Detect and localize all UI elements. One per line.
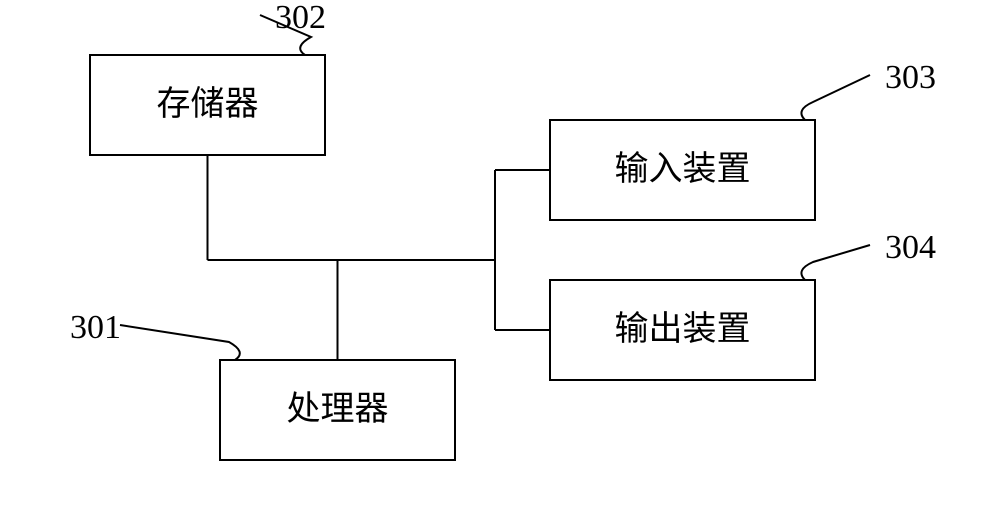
block-diagram: 存储器 输入装置 输出装置 处理器 302 303 304 301 — [0, 0, 1000, 507]
connectors — [208, 155, 551, 360]
number-304: 304 — [885, 229, 936, 266]
leader-input — [801, 75, 870, 120]
node-processor: 处理器 — [220, 360, 455, 460]
leader-processor — [120, 325, 240, 360]
processor-label: 处理器 — [287, 391, 389, 428]
node-input: 输入装置 — [550, 120, 815, 220]
node-output: 输出装置 — [550, 280, 815, 380]
storage-label: 存储器 — [157, 85, 259, 123]
number-303: 303 — [885, 59, 936, 96]
node-storage: 存储器 — [90, 55, 325, 155]
leader-output — [801, 245, 870, 280]
number-301: 301 — [70, 309, 121, 346]
output-label: 输出装置 — [615, 310, 751, 348]
input-label: 输入装置 — [615, 150, 751, 188]
number-302: 302 — [275, 0, 326, 36]
